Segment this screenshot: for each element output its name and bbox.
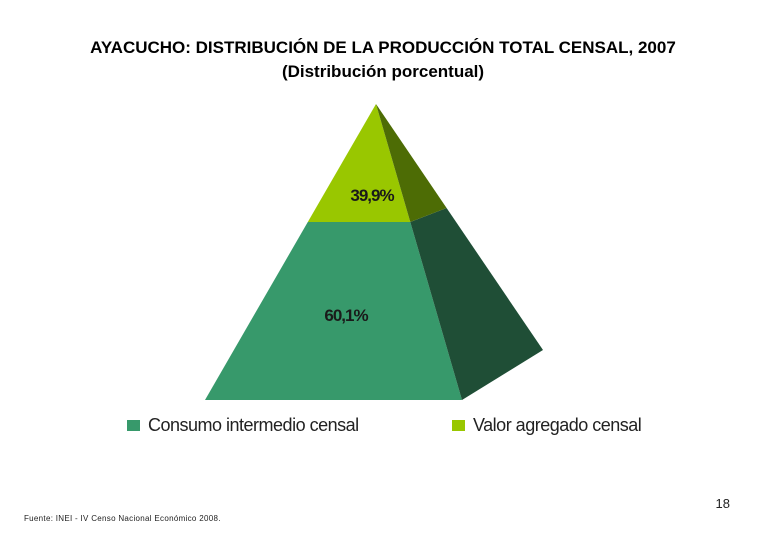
page-number: 18: [715, 496, 730, 511]
legend-swatch-valor-agregado: [452, 419, 465, 431]
pyramid-segment-valor-agregado: [307, 104, 411, 222]
source-note: Fuente: INEI - IV Censo Nacional Económi…: [24, 514, 221, 523]
pyramid-segment-consumo-intermedio-side: [410, 208, 543, 400]
chart-title: AYACUCHO: DISTRIBUCIÓN DE LA PRODUCCIÓN …: [90, 38, 676, 57]
legend-swatch-consumo-intermedio: [127, 419, 140, 431]
legend-item-consumo-intermedio: Consumo intermedio censal: [127, 414, 359, 436]
pyramid-segment-valor-agregado-side: [376, 104, 447, 222]
legend-label-consumo-intermedio: Consumo intermedio censal: [148, 414, 359, 435]
legend-label-valor-agregado: Valor agregado censal: [473, 414, 642, 435]
legend-item-valor-agregado: Valor agregado censal: [452, 414, 642, 436]
pyramid-segment-consumo-intermedio: [205, 222, 462, 400]
chart-subtitle: (Distribución porcentual): [281, 62, 485, 81]
data-label-consumo-intermedio: 60,1%: [324, 306, 368, 325]
data-label-valor-agregado: 39,9%: [350, 186, 394, 205]
